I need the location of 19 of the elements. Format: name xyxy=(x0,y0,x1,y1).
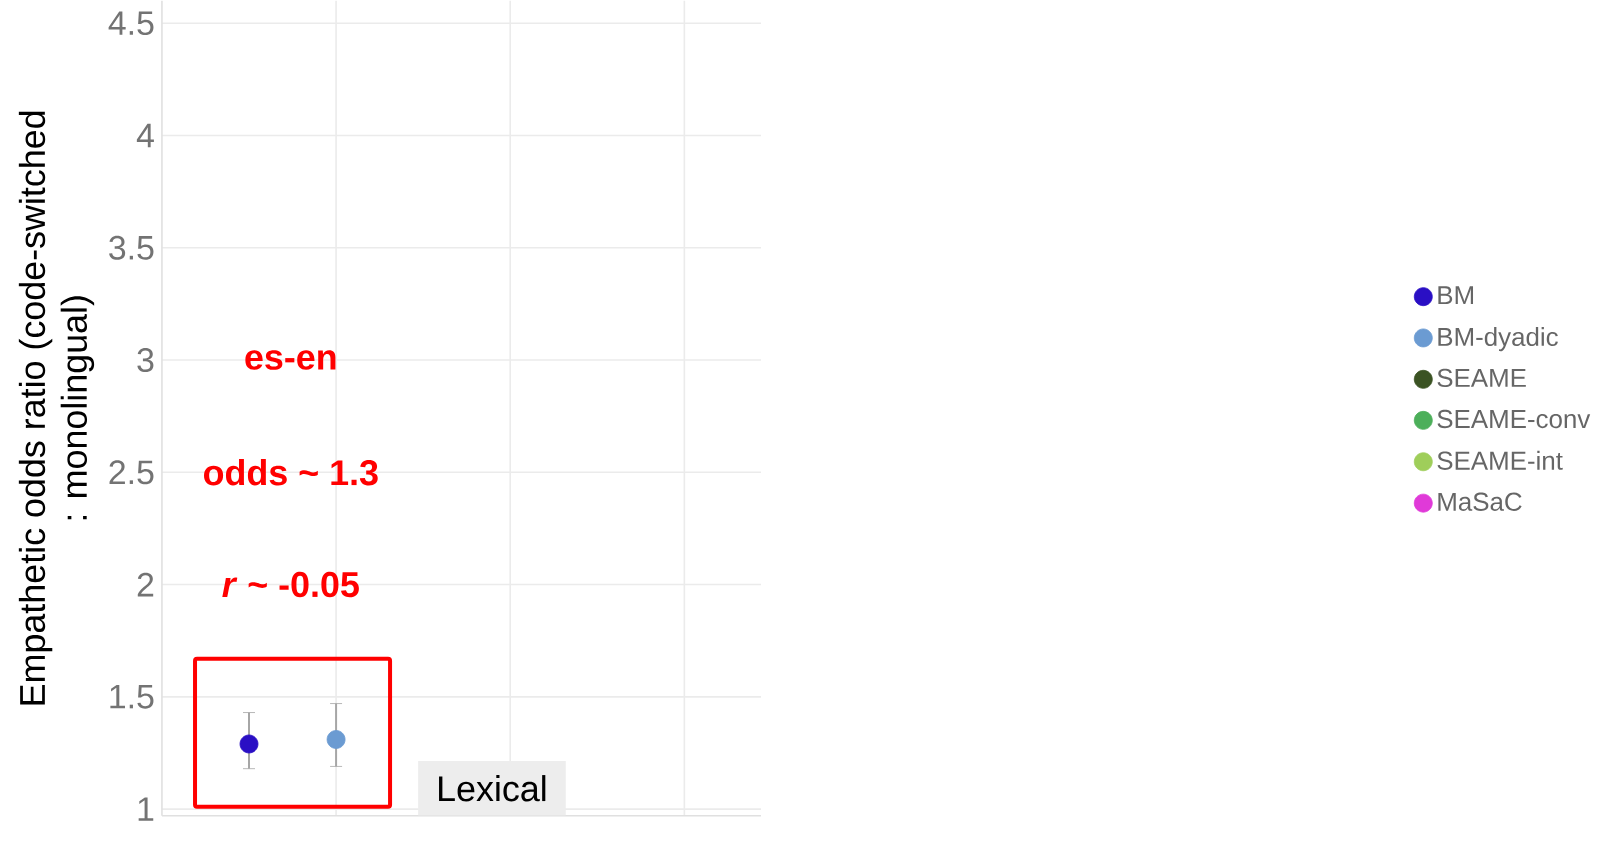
y-tick-label: 4 xyxy=(136,123,154,148)
annotation: es-en xyxy=(245,350,336,370)
y-tick-label: 4.5 xyxy=(108,11,154,35)
annotation: r ~ -0.05 xyxy=(222,571,359,598)
legend-label: BM xyxy=(1438,286,1474,304)
legend-label: BM-dyadic xyxy=(1438,326,1558,352)
annotation: Lexical xyxy=(439,774,546,802)
y-tick-label: 1.5 xyxy=(110,684,154,709)
y-tick-label: 3.5 xyxy=(109,235,154,260)
y-tick-label: 2 xyxy=(137,572,154,597)
annotation: odds ~ 1.3 xyxy=(204,458,378,486)
legend-label: SEAME xyxy=(1437,368,1526,388)
y-tick-label: 2.5 xyxy=(109,460,154,485)
legend-label: MaSaC xyxy=(1438,492,1522,511)
legend-label: SEAME-conv xyxy=(1437,409,1591,429)
y-tick-label: 3 xyxy=(137,347,154,372)
legend-label: SEAME-int xyxy=(1437,450,1563,470)
y-tick-label: 1 xyxy=(138,797,154,821)
y-axis-title: Empathetic odds ratio (code-switched : monolingual) xyxy=(18,111,95,705)
